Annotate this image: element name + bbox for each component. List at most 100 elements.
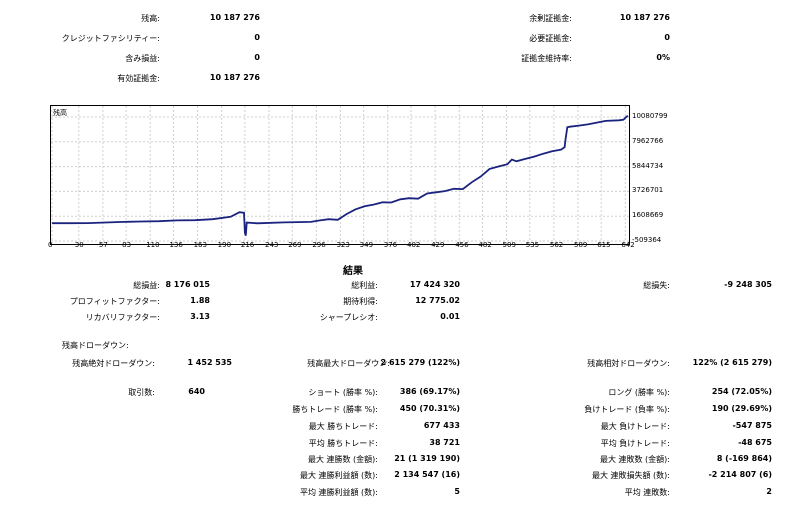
results-label-avg-win: 平均 勝ちトレード: bbox=[308, 439, 378, 448]
summary-value-balance: 10 187 276 bbox=[209, 13, 260, 22]
chart-x-tick-label: 482 bbox=[478, 241, 492, 249]
chart-y-tick-label: 3726701 bbox=[632, 186, 664, 195]
results-value-avg-win: 38 721 bbox=[429, 438, 460, 447]
results-value-max-consec-profit: 2 134 547 (16) bbox=[394, 470, 460, 479]
results-label-dd-relative: 残高相対ドローダウン: bbox=[587, 359, 670, 368]
results-value-max-consec-losses: 8 (-169 864) bbox=[716, 454, 772, 463]
results-value-net-profit: 8 176 015 bbox=[165, 280, 210, 289]
chart-grid bbox=[51, 106, 629, 244]
chart-x-tick-label: 456 bbox=[455, 241, 469, 249]
results-label-net-profit: 総損益: bbox=[133, 281, 160, 290]
results-label-dd-absolute: 残高絶対ドローダウン: bbox=[72, 359, 155, 368]
summary-label-margin-level: 証拠金維持率: bbox=[521, 54, 572, 63]
results-label-avg-consec-losses: 平均 連敗数: bbox=[624, 488, 670, 497]
chart-x-tick-label: 83 bbox=[122, 241, 132, 249]
results-value-long: 254 (72.05%) bbox=[711, 387, 772, 396]
results-label-sharpe: シャープレシオ: bbox=[319, 313, 378, 322]
summary-label-margin: 必要証拠金: bbox=[529, 34, 572, 43]
results-value-short: 386 (69.17%) bbox=[399, 387, 460, 396]
chart-y-tick-label: -509364 bbox=[632, 236, 662, 244]
results-value-expected-payoff: 12 775.02 bbox=[415, 296, 460, 305]
summary-label-floating: 含み損益: bbox=[125, 54, 160, 63]
chart-x-tick-label: 429 bbox=[431, 241, 445, 249]
summary-value-margin: 0 bbox=[664, 33, 670, 42]
chart-x-tick-label: 402 bbox=[406, 241, 421, 249]
chart-x-tick-label: 30 bbox=[74, 241, 84, 249]
chart-x-tick-label: 110 bbox=[146, 241, 160, 249]
results-label-short: ショート (勝率 %): bbox=[308, 388, 378, 397]
summary-label-equity: 有効証拠金: bbox=[117, 74, 160, 83]
balance-line bbox=[52, 115, 629, 236]
chart-x-tick-label: 349 bbox=[359, 241, 374, 249]
results-label-max-loss: 最大 負けトレード: bbox=[600, 422, 670, 431]
results-value-avg-consec-wins: 5 bbox=[454, 487, 460, 496]
results-label-long: ロング (勝率 %): bbox=[608, 388, 670, 397]
chart-x-tick-label: 562 bbox=[549, 241, 564, 249]
summary-value-floating: 0 bbox=[254, 53, 260, 62]
results-label-dd-max: 残高最大ドローダウン: bbox=[307, 359, 390, 368]
results-value-max-win: 677 433 bbox=[423, 421, 460, 430]
results-value-avg-consec-losses: 2 bbox=[766, 487, 772, 496]
chart-x-tick-label: 190 bbox=[217, 241, 232, 249]
results-label-max-consec-losses: 最大 連敗数 (金額): bbox=[599, 455, 670, 464]
chart-x-tick-label: 57 bbox=[98, 241, 108, 249]
results-value-max-consec-wins: 21 (1 319 190) bbox=[394, 454, 460, 463]
results-value-max-loss: -547 875 bbox=[732, 421, 772, 430]
results-label-avg-consec-wins: 平均 連勝利益額 (数): bbox=[299, 488, 378, 497]
chart-x-tick-label: 376 bbox=[383, 241, 398, 249]
chart-x-tick-label: 642 bbox=[621, 241, 635, 249]
results-drawdown-header: 残高ドローダウン: bbox=[62, 341, 129, 350]
chart-x-tick-label: 296 bbox=[312, 241, 326, 249]
results-value-loss-trades: 190 (29.69%) bbox=[711, 404, 772, 413]
chart-y-tick-label: 1608669 bbox=[632, 211, 664, 220]
results-value-avg-loss: -48 675 bbox=[738, 438, 772, 447]
results-label-loss-trades: 負けトレード (負率 %): bbox=[584, 405, 670, 414]
results-value-profit-factor: 1.88 bbox=[190, 296, 210, 305]
chart-y-tick-label: 10080799 bbox=[632, 112, 668, 120]
results-label-gross-loss: 総損失: bbox=[643, 281, 670, 290]
chart-x-tick-label: 535 bbox=[525, 241, 540, 249]
results-label-max-consec-wins: 最大 連勝数 (金額): bbox=[307, 455, 378, 464]
results-value-max-consec-loss: -2 214 807 (6) bbox=[708, 470, 772, 479]
results-label-win-trades: 勝ちトレード (勝率 %): bbox=[292, 405, 378, 414]
summary-value-credit: 0 bbox=[254, 33, 260, 42]
chart-x-tick-label: 589 bbox=[573, 241, 588, 249]
chart-y-tick-label: 5844734 bbox=[632, 161, 664, 170]
results-value-win-trades: 450 (70.31%) bbox=[399, 404, 460, 413]
summary-label-credit: クレジットファシリティー: bbox=[61, 34, 160, 43]
results-value-dd-relative: 122% (2 615 279) bbox=[692, 358, 772, 367]
chart-legend: 残高 bbox=[53, 108, 67, 117]
results-value-dd-absolute: 1 452 535 bbox=[187, 358, 232, 367]
chart-x-tick-label: 136 bbox=[169, 241, 183, 249]
results-label-max-consec-profit: 最大 連勝利益額 (数): bbox=[299, 471, 378, 480]
summary-label-free-margin: 余剰証拠金: bbox=[529, 14, 572, 23]
results-label-expected-payoff: 期待利得: bbox=[343, 297, 378, 306]
results-value-dd-max: 2 615 279 (122%) bbox=[380, 358, 460, 367]
chart-x-tick-label: 243 bbox=[265, 241, 279, 249]
results-value-sharpe: 0.01 bbox=[440, 312, 460, 321]
summary-value-margin-level: 0% bbox=[656, 53, 670, 62]
chart-x-tick-label: 269 bbox=[288, 241, 302, 249]
results-label-gross-profit: 総利益: bbox=[351, 281, 378, 290]
results-label-max-win: 最大 勝ちトレード: bbox=[308, 422, 378, 431]
chart-x-tick-label: 0 bbox=[48, 241, 53, 249]
summary-value-free-margin: 10 187 276 bbox=[619, 13, 670, 22]
results-label-profit-factor: プロフィットファクター: bbox=[69, 297, 160, 306]
chart-x-tick-label: 163 bbox=[193, 241, 207, 249]
summary-label-balance: 残高: bbox=[141, 14, 160, 23]
chart-x-tick-label: 323 bbox=[336, 241, 350, 249]
chart-y-tick-label: 7962766 bbox=[632, 136, 664, 145]
results-label-recovery-factor: リカバリファクター: bbox=[85, 313, 160, 322]
results-value-gross-loss: -9 248 305 bbox=[724, 280, 772, 289]
chart-x-tick-label: 615 bbox=[597, 241, 611, 249]
chart-x-tick-label: 216 bbox=[240, 241, 255, 249]
results-value-recovery-factor: 3.13 bbox=[190, 312, 210, 321]
results-label-total-trades: 取引数: bbox=[128, 388, 155, 397]
summary-value-equity: 10 187 276 bbox=[209, 73, 260, 82]
results-label-avg-loss: 平均 負けトレード: bbox=[600, 439, 670, 448]
results-value-total-trades: 640 bbox=[188, 387, 205, 396]
results-label-max-consec-loss: 最大 連敗損失額 (数): bbox=[591, 471, 670, 480]
chart-x-tick-label: 509 bbox=[502, 241, 516, 249]
results-value-gross-profit: 17 424 320 bbox=[409, 280, 460, 289]
balance-chart: 残高 bbox=[50, 105, 630, 245]
